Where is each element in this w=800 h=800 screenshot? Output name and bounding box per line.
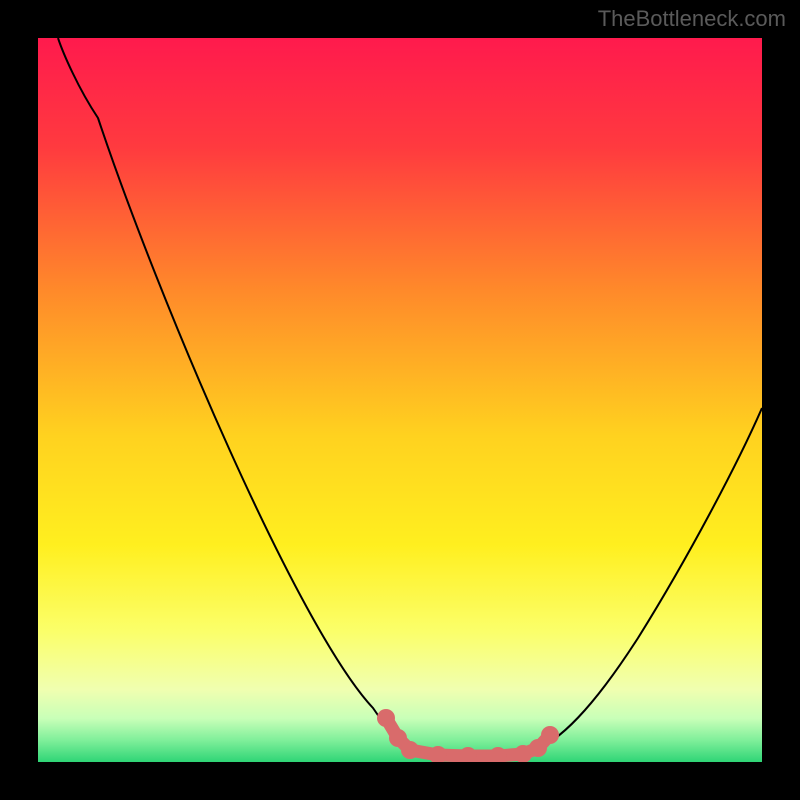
chart-plot-area (38, 38, 762, 762)
trace-marker (401, 741, 419, 759)
curve-layer (38, 38, 762, 762)
trace-marker (541, 726, 559, 744)
trace-marker (377, 709, 395, 727)
bottom-trace-markers (377, 709, 559, 762)
watermark-text: TheBottleneck.com (598, 6, 786, 32)
main-curve (58, 38, 762, 754)
trace-marker (459, 747, 477, 762)
